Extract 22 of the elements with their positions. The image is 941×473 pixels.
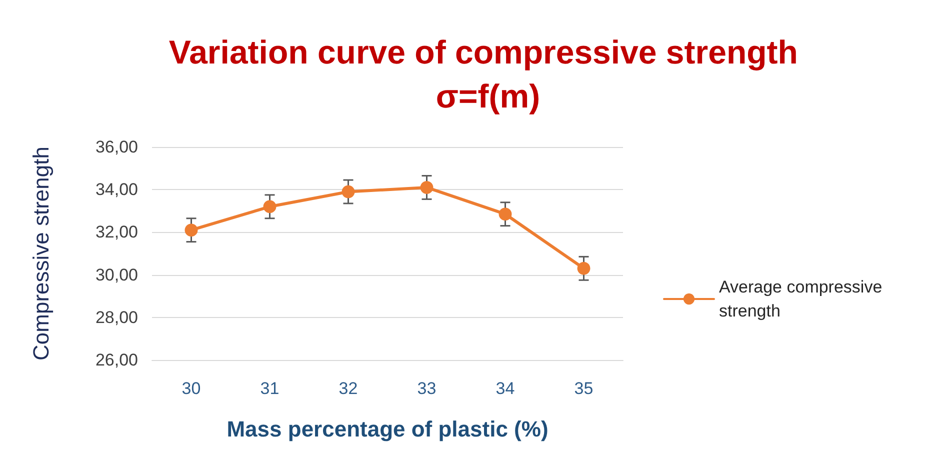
point: [498, 208, 512, 221]
x-tick-label: 31: [260, 379, 280, 398]
y-tick-label: 28,00: [95, 308, 138, 327]
y-tick-label: 30,00: [95, 265, 138, 284]
point: [263, 200, 276, 214]
point: [420, 180, 434, 194]
y-tick-label: 34,00: [95, 180, 138, 200]
point: [342, 185, 355, 198]
x-tick-label: 33: [417, 379, 436, 398]
y-axis-title: Compressive strength: [28, 146, 54, 360]
point: [577, 262, 590, 275]
y-tick-label: 26,00: [95, 350, 138, 370]
legend-label: Average compressive strength: [719, 278, 887, 320]
x-tick-label: 35: [574, 379, 594, 398]
x-tick-label: 32: [338, 379, 358, 398]
chart-title: Variation curve of compressive strength σ=f(m): [168, 34, 808, 114]
x-tick-label: 34: [496, 379, 515, 398]
y-tick-label: 32,00: [95, 222, 138, 242]
x-axis-title: Mass percentage of plastic (%): [226, 416, 548, 442]
point: [184, 224, 198, 237]
y-tick-label: 36,00: [95, 138, 138, 156]
x-tick-label: 30: [182, 379, 201, 398]
